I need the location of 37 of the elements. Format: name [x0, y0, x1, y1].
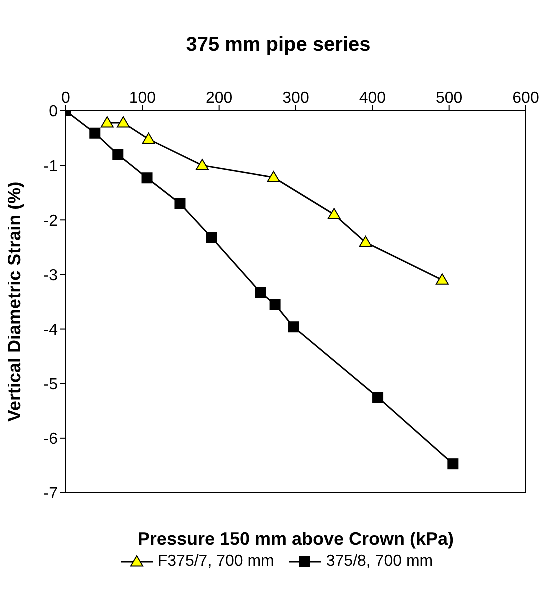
point — [112, 149, 124, 160]
x-tick-label: 0 — [62, 90, 71, 107]
point — [255, 287, 266, 298]
point — [359, 236, 372, 248]
y-tick-label: -5 — [44, 376, 58, 394]
point — [142, 132, 156, 144]
y-tick-label: -6 — [44, 431, 58, 448]
x-tick-label: 500 — [436, 90, 463, 107]
legend-label: 375/8, 700 mm — [326, 553, 434, 571]
y-tick-label: -1 — [44, 158, 58, 176]
x-axis-title: Pressure 150 mm above Crown (kPa) — [138, 529, 454, 549]
point — [436, 274, 449, 285]
point — [448, 458, 459, 470]
point — [100, 116, 114, 128]
x-tick-label: 200 — [206, 90, 233, 107]
point — [174, 198, 186, 210]
chart-title: 375 mm pipe series — [185, 33, 372, 58]
point — [117, 116, 130, 128]
x-tick-label: 400 — [359, 90, 386, 107]
point — [206, 232, 218, 244]
point — [328, 208, 341, 220]
point — [288, 322, 300, 333]
y-tick-label: -2 — [44, 212, 58, 230]
y-tick-label: -7 — [44, 486, 58, 503]
x-tick-label: 300 — [282, 90, 310, 107]
point — [90, 128, 101, 139]
y-tick-label: 0 — [49, 104, 58, 121]
x-tick-label: 100 — [129, 90, 156, 107]
y-tick-label: -3 — [44, 267, 58, 284]
point — [372, 392, 384, 403]
point — [196, 159, 209, 170]
point — [270, 299, 281, 310]
point — [267, 171, 280, 182]
legend-label: F375/7, 700 mm — [158, 553, 274, 571]
x-tick-label: 600 — [512, 90, 540, 107]
point — [142, 172, 153, 184]
y-tick-label: -4 — [44, 322, 58, 339]
